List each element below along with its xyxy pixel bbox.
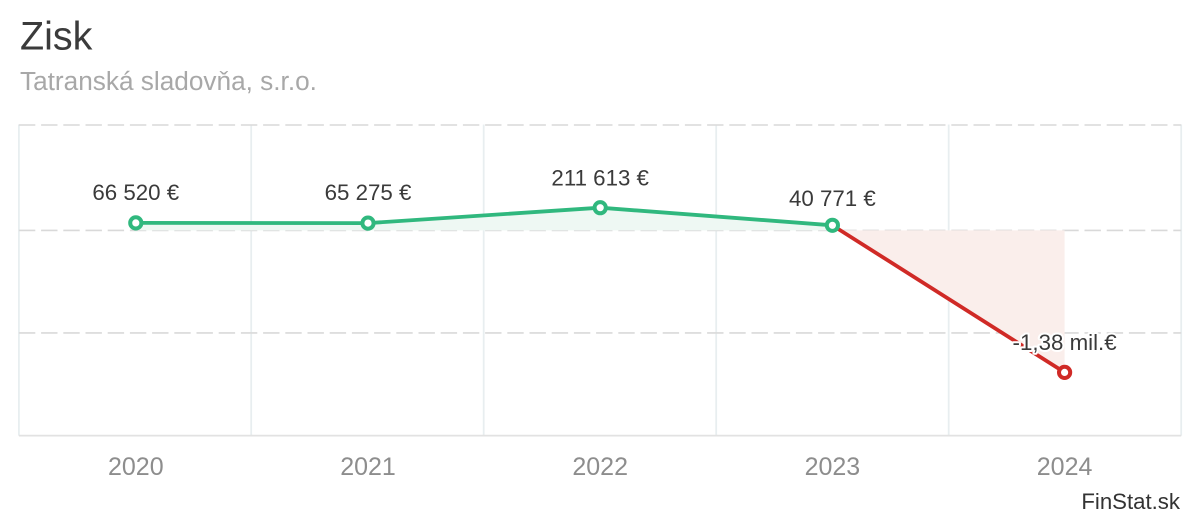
svg-text:2022: 2022 — [572, 453, 628, 481]
svg-text:-1,38 mil.€: -1,38 mil.€ — [1013, 330, 1118, 355]
svg-text:2021: 2021 — [340, 453, 396, 481]
svg-text:Tatranská sladovňa, s.r.o.: Tatranská sladovňa, s.r.o. — [20, 66, 317, 96]
svg-text:2023: 2023 — [805, 453, 861, 481]
svg-text:66 520 €: 66 520 € — [92, 180, 179, 205]
svg-text:2024: 2024 — [1037, 453, 1093, 481]
svg-text:40 771 €: 40 771 € — [789, 186, 876, 211]
svg-text:FinStat.sk: FinStat.sk — [1081, 489, 1181, 514]
svg-text:2020: 2020 — [108, 453, 164, 481]
svg-text:Zisk: Zisk — [20, 15, 93, 59]
svg-text:211 613 €: 211 613 € — [551, 165, 649, 190]
svg-text:65 275 €: 65 275 € — [325, 180, 412, 205]
